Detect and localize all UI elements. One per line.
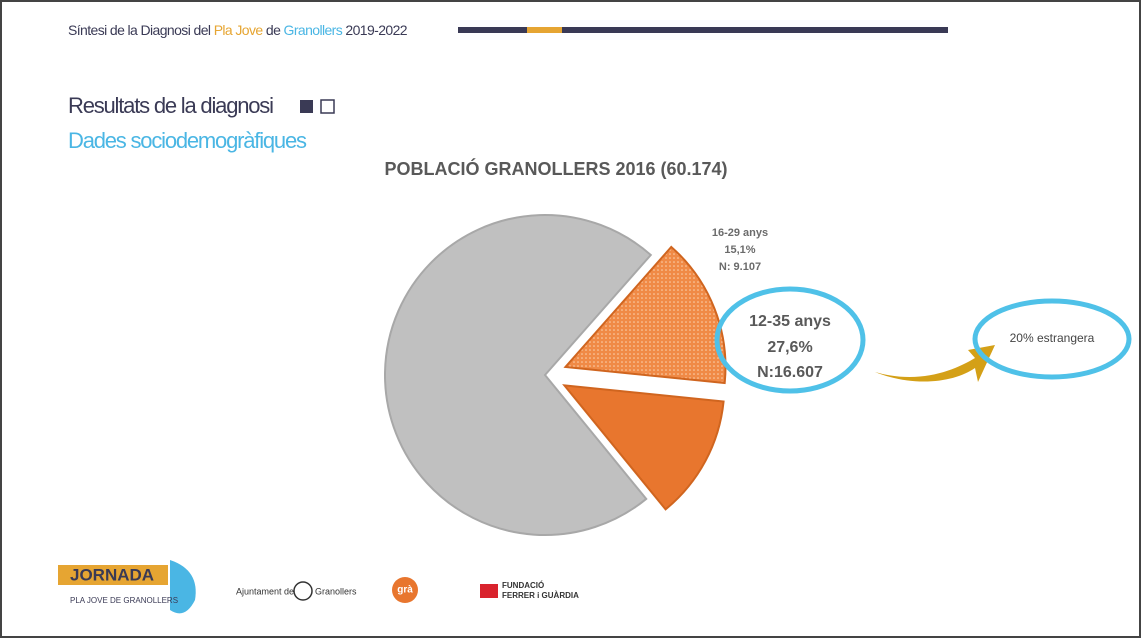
logo-text: Ajuntament de [236,586,294,596]
header-part: Síntesi de la Diagnosi del [68,22,214,38]
header-part: Granollers [284,22,343,38]
highlight-circle [714,286,866,394]
logo-text: FUNDACIÓ [502,581,544,590]
pie-slice [384,214,653,536]
header-part: Pla Jove [214,22,264,38]
header-part: 2019-2022 [342,22,408,38]
header-bar [458,27,948,33]
section-title: Resultats de la diagnosi [68,93,273,118]
header-bar-accent [527,27,562,33]
logo-text: Granollers [315,586,357,596]
header-part: de [263,22,284,38]
annotation: 12-35 anys [749,313,831,330]
slice-label: 16-29 anys [712,227,768,239]
logo-text: PLA JOVE DE GRANOLLERS [70,596,178,605]
pie-slice [562,384,725,511]
square-icon [320,99,335,114]
logo-text: grà [397,585,413,596]
logo-band [58,565,168,585]
logo-icon [293,581,313,601]
pie [384,214,727,536]
subsection-title: Dades sociodemogràfiques [68,128,307,153]
annotation: 27,6% [767,339,812,356]
arrow [875,345,995,382]
logo-icon [392,577,418,603]
annotation: 20% estrangera [1010,331,1095,345]
logo-icon [480,584,498,598]
logo-shape [170,560,196,614]
highlight-circle [972,298,1132,380]
header-title: Síntesi de la Diagnosi del Pla Jove de G… [68,22,408,38]
annotation: N: 9.107 [719,261,761,273]
logo-text: FERRER i GUÀRDIA [502,591,579,600]
pie-slice [563,245,727,385]
slice-value-label: 15,1% [724,244,755,256]
square-icon [300,100,313,113]
logo-text: JORNADA [70,565,154,584]
annotation: N:16.607 [757,364,823,381]
chart-title: POBLACIÓ GRANOLLERS 2016 (60.174) [384,158,727,179]
